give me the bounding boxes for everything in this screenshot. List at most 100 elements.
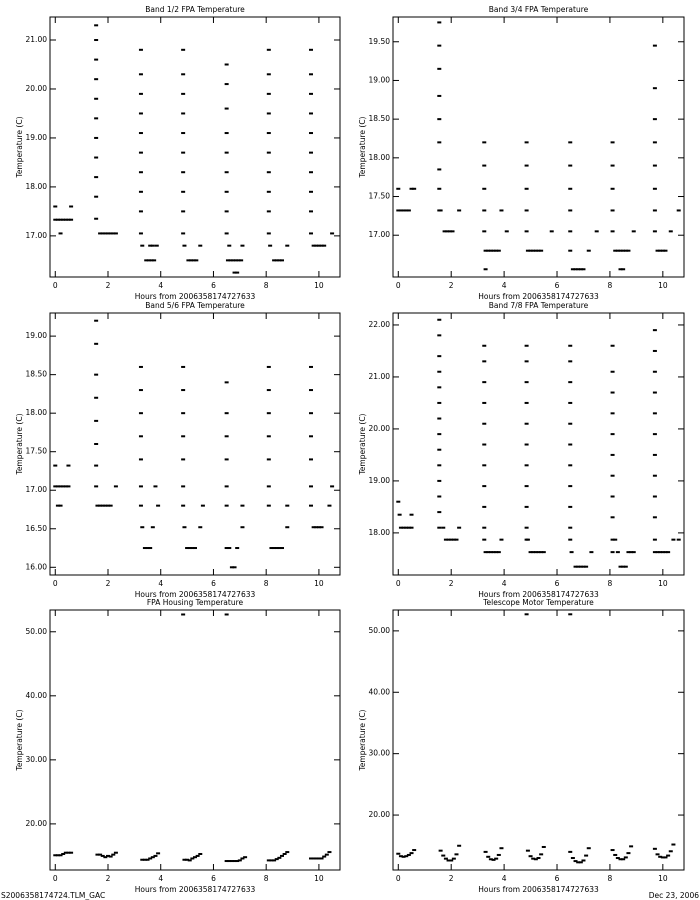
data-point <box>190 547 195 550</box>
x-tick-label: 6 <box>555 874 560 883</box>
data-point <box>663 856 668 859</box>
data-point <box>53 485 58 488</box>
data-point <box>94 373 99 376</box>
data-point <box>182 526 187 529</box>
data-point <box>652 433 657 436</box>
data-point <box>144 259 149 262</box>
x-tick-label: 10 <box>314 874 324 883</box>
data-point <box>266 389 271 392</box>
data-point <box>482 526 487 529</box>
data-point <box>610 474 615 477</box>
data-point <box>266 112 271 115</box>
data-point <box>676 538 681 541</box>
data-point <box>63 485 68 488</box>
data-point <box>528 551 533 554</box>
data-point <box>437 495 442 498</box>
data-point <box>58 485 63 488</box>
data-point <box>224 504 229 507</box>
data-point <box>671 843 676 846</box>
data-point <box>524 422 529 425</box>
data-point <box>224 435 229 438</box>
data-point <box>200 504 205 507</box>
data-point <box>145 858 150 861</box>
data-point <box>499 847 504 850</box>
data-point <box>148 547 153 550</box>
data-point <box>536 551 541 554</box>
data-point <box>409 513 414 516</box>
x-tick-label: 6 <box>555 281 560 290</box>
data-point <box>319 244 324 247</box>
data-point <box>138 151 143 154</box>
chart-title: Band 1/2 FPA Temperature <box>145 5 245 14</box>
data-point <box>153 485 158 488</box>
data-point <box>277 856 282 859</box>
data-point <box>504 230 509 233</box>
data-point <box>525 538 530 541</box>
data-point <box>524 141 529 144</box>
data-point <box>94 217 99 220</box>
data-point <box>578 565 583 568</box>
data-point <box>198 526 203 529</box>
data-point <box>663 551 668 554</box>
data-point <box>482 187 487 190</box>
data-point <box>396 209 401 212</box>
data-point <box>100 854 105 857</box>
data-point <box>55 854 60 857</box>
data-point <box>496 853 501 856</box>
data-point <box>618 249 623 252</box>
data-point <box>330 485 335 488</box>
data-point <box>401 526 406 529</box>
chart-title: Band 5/6 FPA Temperature <box>145 301 245 310</box>
data-point <box>156 504 161 507</box>
x-tick-label: 0 <box>53 579 58 588</box>
data-point <box>568 141 573 144</box>
data-point <box>655 853 660 856</box>
data-point <box>626 249 631 252</box>
data-point <box>568 464 573 467</box>
data-point <box>95 853 100 856</box>
data-point <box>437 448 442 451</box>
data-point <box>541 551 546 554</box>
data-point <box>568 538 573 541</box>
data-point <box>528 249 533 252</box>
data-point <box>652 538 657 541</box>
data-point <box>111 232 116 235</box>
data-point <box>181 92 186 95</box>
data-point <box>319 526 324 529</box>
data-point <box>568 613 573 616</box>
data-point <box>94 485 99 488</box>
data-point <box>482 464 487 467</box>
data-point <box>232 860 237 863</box>
data-point <box>568 209 573 212</box>
x-tick-label: 8 <box>608 874 613 883</box>
data-point <box>235 547 240 550</box>
data-point <box>240 526 245 529</box>
data-point <box>524 485 529 488</box>
data-point <box>483 850 488 853</box>
y-tick-label: 21.00 <box>369 372 391 381</box>
data-point <box>108 855 113 858</box>
data-point <box>319 857 324 860</box>
data-point <box>309 458 313 461</box>
data-point <box>525 249 530 252</box>
data-point <box>652 495 657 498</box>
data-point <box>269 547 274 550</box>
data-point <box>280 854 284 857</box>
data-point <box>66 851 71 854</box>
panel: FPA Housing Temperature Hours from 200635… <box>15 598 341 894</box>
data-point <box>660 551 665 554</box>
x-axis-label: Hours from 2006358174727633 <box>135 885 256 894</box>
data-point <box>94 319 99 322</box>
data-point <box>576 565 581 568</box>
data-point <box>309 365 313 368</box>
x-tick-label: 10 <box>658 579 668 588</box>
data-point <box>652 474 657 477</box>
data-point <box>618 858 623 861</box>
data-point <box>610 495 615 498</box>
data-point <box>138 389 143 392</box>
data-point <box>442 230 447 233</box>
data-point <box>309 190 313 193</box>
data-point <box>266 48 271 51</box>
data-point <box>148 857 153 860</box>
data-point <box>531 551 536 554</box>
